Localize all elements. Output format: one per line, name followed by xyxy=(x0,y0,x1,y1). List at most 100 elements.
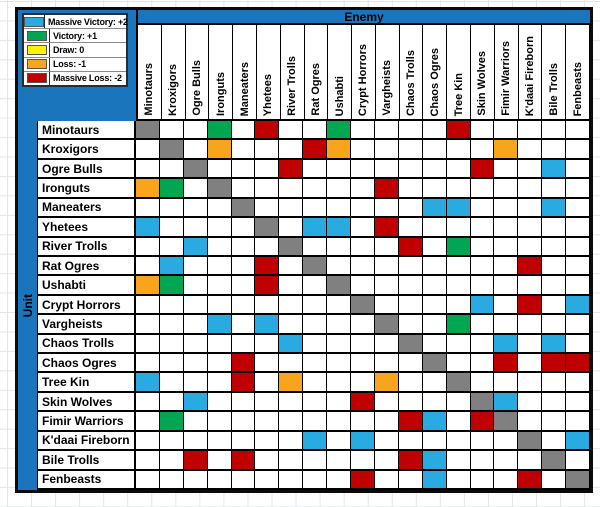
cell-ironguts-vs-chaos-ogres[interactable] xyxy=(422,179,447,199)
cell-maneaters-vs-skin-wolves[interactable] xyxy=(470,198,495,219)
cell-kroxigors-vs-tree-kin[interactable] xyxy=(446,140,471,160)
cell-skin-wolves-vs-minotaurs[interactable] xyxy=(136,392,160,413)
cell-river-trolls-vs-kroxigors[interactable] xyxy=(159,237,184,257)
cell-yhetees-vs-minotaurs[interactable] xyxy=(136,218,160,238)
cell-chaos-trolls-vs-bile-trolls[interactable] xyxy=(542,334,567,355)
cell-chaos-ogres-vs-fenbeasts[interactable] xyxy=(566,354,590,374)
cell-ironguts-vs-vargheists[interactable] xyxy=(374,179,399,199)
cell-river-trolls-vs-chaos-trolls[interactable] xyxy=(398,237,423,257)
cell-skin-wolves-vs-k-daai-fireborn[interactable] xyxy=(518,392,543,413)
cell-skin-wolves-vs-fimir-warriors[interactable] xyxy=(494,392,519,413)
cell-k-daai-fireborn-vs-crypt-horrors[interactable] xyxy=(351,431,375,452)
cell-chaos-trolls-vs-kroxigors[interactable] xyxy=(159,334,184,355)
cell-kroxigors-vs-ironguts[interactable] xyxy=(207,140,232,160)
cell-fenbeasts-vs-maneaters[interactable] xyxy=(231,470,256,490)
cell-ironguts-vs-crypt-horrors[interactable] xyxy=(351,179,375,199)
cell-fenbeasts-vs-rat-ogres[interactable] xyxy=(303,470,328,490)
cell-k-daai-fireborn-vs-river-trolls[interactable] xyxy=(279,431,304,452)
cell-kroxigors-vs-chaos-ogres[interactable] xyxy=(422,140,447,160)
cell-rat-ogres-vs-rat-ogres[interactable] xyxy=(303,256,328,277)
cell-chaos-trolls-vs-ogre-bulls[interactable] xyxy=(183,334,208,355)
cell-ushabti-vs-vargheists[interactable] xyxy=(374,276,399,296)
cell-maneaters-vs-ushabti[interactable] xyxy=(327,198,352,219)
cell-bile-trolls-vs-yhetees[interactable] xyxy=(255,451,280,471)
cell-chaos-ogres-vs-maneaters[interactable] xyxy=(231,354,256,374)
cell-ogre-bulls-vs-skin-wolves[interactable] xyxy=(470,159,495,180)
cell-ushabti-vs-chaos-trolls[interactable] xyxy=(398,276,423,296)
cell-ironguts-vs-ogre-bulls[interactable] xyxy=(183,179,208,199)
cell-fenbeasts-vs-minotaurs[interactable] xyxy=(136,470,160,490)
cell-rat-ogres-vs-kroxigors[interactable] xyxy=(159,256,184,277)
cell-fenbeasts-vs-k-daai-fireborn[interactable] xyxy=(518,470,543,490)
cell-k-daai-fireborn-vs-yhetees[interactable] xyxy=(255,431,280,452)
cell-minotaurs-vs-fimir-warriors[interactable] xyxy=(494,121,519,141)
legend-item-draw[interactable]: Draw: 0 xyxy=(24,43,126,58)
cell-vargheists-vs-chaos-ogres[interactable] xyxy=(422,315,447,335)
column-header-ironguts[interactable]: Ironguts xyxy=(209,25,234,121)
cell-crypt-horrors-vs-minotaurs[interactable] xyxy=(136,295,160,316)
row-label-chaos-ogres[interactable]: Chaos Ogres xyxy=(38,354,136,374)
cell-chaos-ogres-vs-minotaurs[interactable] xyxy=(136,354,160,374)
cell-tree-kin-vs-chaos-ogres[interactable] xyxy=(422,373,447,393)
cell-yhetees-vs-k-daai-fireborn[interactable] xyxy=(518,218,543,238)
cell-river-trolls-vs-ogre-bulls[interactable] xyxy=(183,237,208,257)
cell-skin-wolves-vs-chaos-trolls[interactable] xyxy=(398,392,423,413)
cell-tree-kin-vs-yhetees[interactable] xyxy=(255,373,280,393)
cell-crypt-horrors-vs-ogre-bulls[interactable] xyxy=(183,295,208,316)
legend-item-massive-victory[interactable]: Massive Victory: +2 xyxy=(24,15,128,30)
cell-fenbeasts-vs-river-trolls[interactable] xyxy=(279,470,304,490)
cell-chaos-trolls-vs-ironguts[interactable] xyxy=(207,334,232,355)
cell-chaos-ogres-vs-k-daai-fireborn[interactable] xyxy=(518,354,543,374)
cell-vargheists-vs-crypt-horrors[interactable] xyxy=(351,315,375,335)
cell-chaos-ogres-vs-ironguts[interactable] xyxy=(207,354,232,374)
cell-rat-ogres-vs-ogre-bulls[interactable] xyxy=(183,256,208,277)
cell-bile-trolls-vs-ogre-bulls[interactable] xyxy=(183,451,208,471)
cell-ogre-bulls-vs-fimir-warriors[interactable] xyxy=(494,159,519,180)
cell-skin-wolves-vs-fenbeasts[interactable] xyxy=(566,392,590,413)
cell-minotaurs-vs-ushabti[interactable] xyxy=(327,121,352,141)
cell-tree-kin-vs-chaos-trolls[interactable] xyxy=(398,373,423,393)
cell-ushabti-vs-tree-kin[interactable] xyxy=(446,276,471,296)
cell-k-daai-fireborn-vs-fenbeasts[interactable] xyxy=(566,431,590,452)
cell-rat-ogres-vs-chaos-trolls[interactable] xyxy=(398,256,423,277)
cell-bile-trolls-vs-k-daai-fireborn[interactable] xyxy=(518,451,543,471)
cell-ushabti-vs-chaos-ogres[interactable] xyxy=(422,276,447,296)
cell-tree-kin-vs-crypt-horrors[interactable] xyxy=(351,373,375,393)
cell-ogre-bulls-vs-chaos-trolls[interactable] xyxy=(398,159,423,180)
cell-maneaters-vs-bile-trolls[interactable] xyxy=(542,198,567,219)
cell-rat-ogres-vs-ironguts[interactable] xyxy=(207,256,232,277)
cell-minotaurs-vs-fenbeasts[interactable] xyxy=(566,121,590,141)
cell-chaos-trolls-vs-river-trolls[interactable] xyxy=(279,334,304,355)
cell-ushabti-vs-crypt-horrors[interactable] xyxy=(351,276,375,296)
cell-maneaters-vs-ironguts[interactable] xyxy=(207,198,232,219)
cell-chaos-ogres-vs-rat-ogres[interactable] xyxy=(303,354,328,374)
cell-minotaurs-vs-rat-ogres[interactable] xyxy=(303,121,328,141)
cell-k-daai-fireborn-vs-ogre-bulls[interactable] xyxy=(183,431,208,452)
cell-bile-trolls-vs-crypt-horrors[interactable] xyxy=(351,451,375,471)
cell-bile-trolls-vs-minotaurs[interactable] xyxy=(136,451,160,471)
cell-ushabti-vs-ogre-bulls[interactable] xyxy=(183,276,208,296)
cell-tree-kin-vs-ushabti[interactable] xyxy=(327,373,352,393)
cell-tree-kin-vs-river-trolls[interactable] xyxy=(279,373,304,393)
cell-river-trolls-vs-rat-ogres[interactable] xyxy=(303,237,328,257)
cell-ushabti-vs-maneaters[interactable] xyxy=(231,276,256,296)
cell-fimir-warriors-vs-kroxigors[interactable] xyxy=(159,412,184,432)
row-label-river-trolls[interactable]: River Trolls xyxy=(38,237,136,257)
cell-rat-ogres-vs-crypt-horrors[interactable] xyxy=(351,256,375,277)
cell-river-trolls-vs-crypt-horrors[interactable] xyxy=(351,237,375,257)
cell-chaos-trolls-vs-vargheists[interactable] xyxy=(374,334,399,355)
row-label-maneaters[interactable]: Maneaters xyxy=(38,198,136,219)
cell-yhetees-vs-crypt-horrors[interactable] xyxy=(351,218,375,238)
cell-vargheists-vs-fimir-warriors[interactable] xyxy=(494,315,519,335)
cell-maneaters-vs-ogre-bulls[interactable] xyxy=(183,198,208,219)
cell-maneaters-vs-fimir-warriors[interactable] xyxy=(494,198,519,219)
cell-river-trolls-vs-vargheists[interactable] xyxy=(374,237,399,257)
cell-skin-wolves-vs-tree-kin[interactable] xyxy=(446,392,471,413)
cell-chaos-ogres-vs-kroxigors[interactable] xyxy=(159,354,184,374)
cell-yhetees-vs-rat-ogres[interactable] xyxy=(303,218,328,238)
cell-ironguts-vs-k-daai-fireborn[interactable] xyxy=(518,179,543,199)
cell-bile-trolls-vs-fenbeasts[interactable] xyxy=(566,451,590,471)
cell-river-trolls-vs-k-daai-fireborn[interactable] xyxy=(518,237,543,257)
cell-ironguts-vs-kroxigors[interactable] xyxy=(159,179,184,199)
cell-fimir-warriors-vs-river-trolls[interactable] xyxy=(279,412,304,432)
